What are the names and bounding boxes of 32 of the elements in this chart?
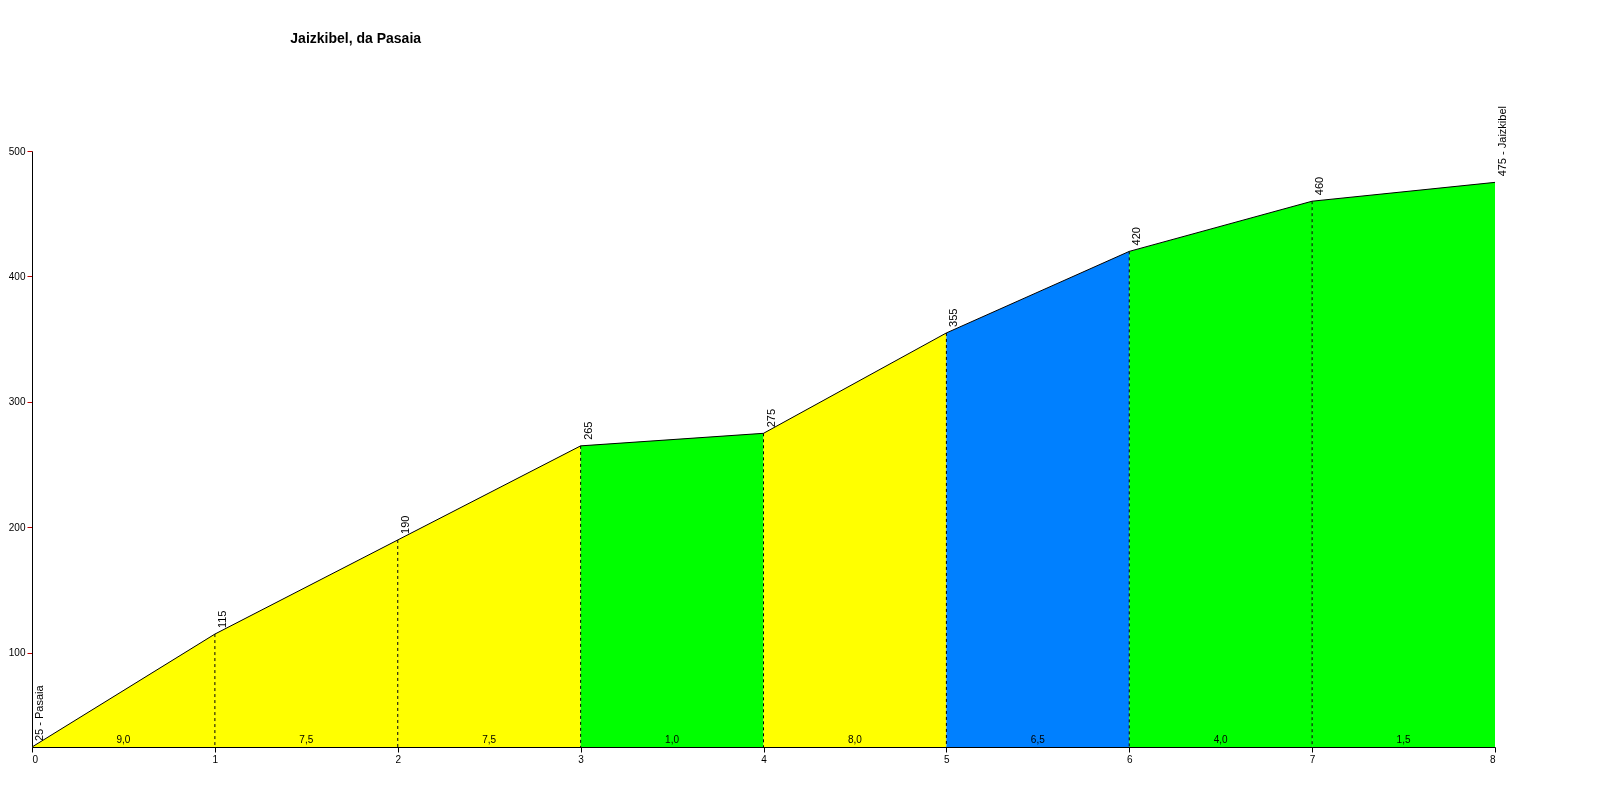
annotation: 1,5: [1396, 734, 1411, 745]
annotation: 4,0: [1213, 734, 1229, 745]
x-tick-label: 4: [761, 753, 768, 765]
data-label: 115: [215, 610, 228, 629]
annotation: 7,5: [482, 734, 497, 745]
data-label: 190: [398, 515, 411, 534]
x-tick-label: 0: [32, 753, 39, 765]
data-label: 265: [581, 421, 594, 440]
data-label: 420: [1130, 227, 1143, 246]
annotation: 9,0: [116, 734, 131, 745]
annotation: 1,0: [665, 734, 680, 745]
x-tick-label: 6: [1126, 753, 1133, 765]
x-tick-label: 3: [578, 753, 585, 765]
annotation: 7,5: [299, 734, 314, 745]
y-tick-label: 200: [8, 521, 26, 533]
x-tick-label: 5: [944, 753, 951, 765]
y-tick-label: 500: [8, 145, 26, 157]
data-label: 25 - Pasaia: [33, 684, 45, 741]
data-label: 275: [764, 408, 777, 428]
y-tick-label: 400: [8, 270, 26, 282]
data-label: 475 - Jaizkibel: [1496, 106, 1508, 177]
chart-title: Jaizkibel, da Pasaia: [290, 30, 422, 47]
y-tick-label: 300: [8, 396, 26, 408]
y-tick-label: 100: [8, 647, 26, 659]
x-tick-label: 8: [1489, 753, 1496, 765]
x-tick-label: 2: [395, 753, 402, 765]
x-tick-label: 1: [212, 753, 219, 765]
annotation: 8,0: [847, 734, 863, 745]
x-tick-label: 7: [1309, 753, 1316, 765]
data-label: 460: [1313, 176, 1326, 196]
annotation: 6,5: [1030, 734, 1046, 745]
data-label: 355: [947, 308, 960, 327]
